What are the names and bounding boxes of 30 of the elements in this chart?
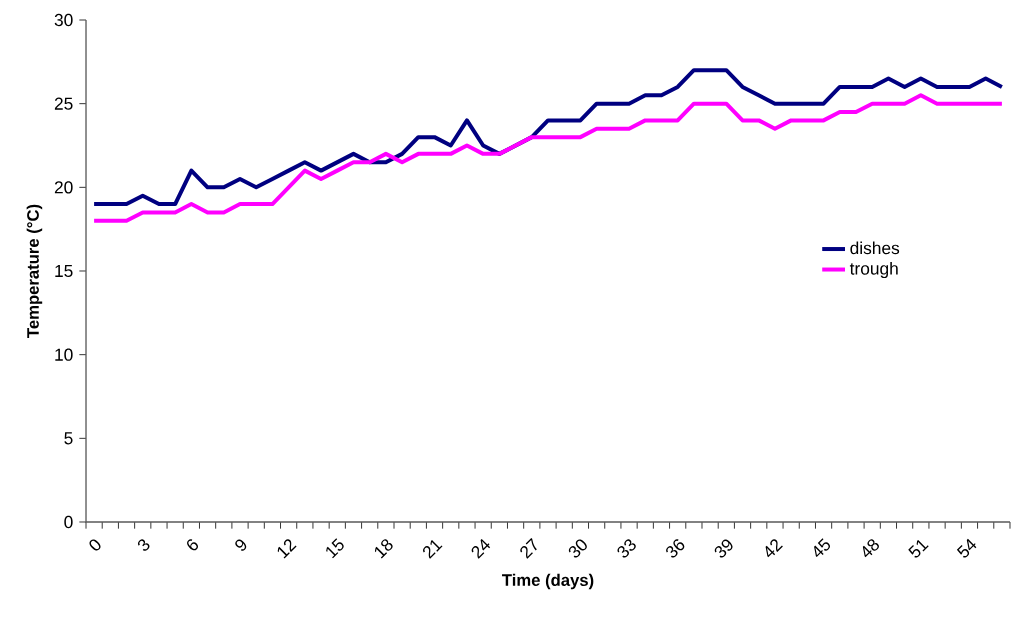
x-tick-label: 12 — [277, 539, 297, 559]
x-tick-label: 27 — [520, 537, 537, 559]
x-tick-label: 30 — [568, 539, 587, 558]
x-tick-label: 6 — [187, 539, 199, 551]
y-tick-label: 5 — [64, 432, 73, 445]
x-tick-label: 33 — [617, 539, 636, 558]
x-tick-label: 54 — [956, 538, 977, 558]
legend-label: trough — [849, 261, 898, 279]
y-tick-label: 25 — [54, 97, 73, 110]
x-tick-label: 0 — [89, 539, 101, 551]
y-tick-label: 0 — [64, 515, 73, 529]
x-tick-label: 18 — [374, 539, 393, 559]
legend-label: dishes — [850, 241, 900, 255]
x-tick-label: 51 — [908, 539, 929, 558]
x-tick-label: 48 — [862, 539, 879, 558]
x-tick-label: 15 — [326, 538, 344, 559]
x-tick-label: 39 — [714, 539, 733, 558]
x-tick-label: 21 — [422, 540, 443, 559]
x-tick-label: 36 — [666, 539, 685, 558]
x-tick-label: 24 — [471, 538, 491, 559]
y-tick-label: 15 — [55, 264, 73, 278]
x-tick-label: 42 — [765, 539, 783, 558]
y-tick-label: 20 — [54, 181, 73, 194]
x-tick-label: 3 — [137, 539, 150, 551]
x-tick-label: 9 — [235, 539, 247, 551]
x-axis-title: Time (days) — [502, 573, 594, 590]
y-tick-label: 30 — [54, 13, 73, 27]
y-tick-label: 10 — [55, 348, 73, 361]
y-axis-title: Temperature (°C) — [26, 204, 43, 338]
x-tick-label: 45 — [814, 538, 831, 558]
